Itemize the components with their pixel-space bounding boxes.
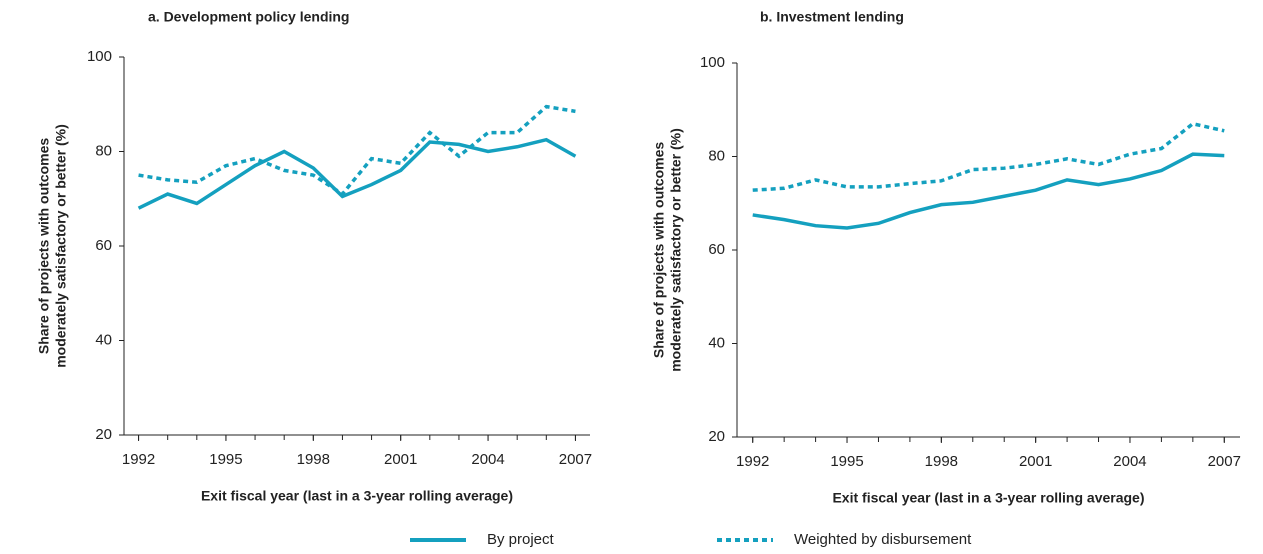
x-tick-label: 1995 <box>209 451 242 468</box>
x-tick-label: 2007 <box>1208 453 1241 470</box>
y-axis-label: Share of projects with outcomes <box>36 138 52 354</box>
x-tick-label: 1998 <box>297 451 330 468</box>
x-tick-label: 1992 <box>736 453 769 470</box>
x-axis-label: Exit fiscal year (last in a 3-year rolli… <box>201 488 513 504</box>
y-tick-label: 100 <box>87 48 112 65</box>
x-tick-label: 2001 <box>1019 453 1052 470</box>
y-tick-label: 40 <box>708 334 725 351</box>
line-series <box>752 121 1225 192</box>
y-tick-label: 100 <box>700 54 725 71</box>
legend-label: By project <box>487 531 555 548</box>
x-tick-label: 1992 <box>122 451 155 468</box>
y-tick-label: 20 <box>95 426 112 443</box>
y-axis-label: moderately satisfactory or better (%) <box>668 128 684 372</box>
y-tick-label: 60 <box>708 241 725 258</box>
x-tick-label: 2001 <box>384 451 417 468</box>
y-tick-label: 80 <box>708 147 725 164</box>
line-series <box>137 137 577 210</box>
y-axis-label: moderately satisfactory or better (%) <box>53 124 69 368</box>
y-tick-label: 60 <box>95 237 112 254</box>
x-tick-label: 2004 <box>1113 453 1146 470</box>
x-tick-label: 1995 <box>830 453 863 470</box>
legend-label: Weighted by disbursement <box>794 531 972 548</box>
y-tick-label: 40 <box>95 331 112 348</box>
line-series <box>752 152 1225 230</box>
x-tick-label: 1998 <box>925 453 958 470</box>
y-tick-label: 80 <box>95 142 112 159</box>
chart-title: b. Investment lending <box>760 9 904 25</box>
x-tick-label: 2004 <box>471 451 504 468</box>
y-tick-label: 20 <box>708 428 725 445</box>
chart-title: a. Development policy lending <box>148 9 349 25</box>
x-axis-label: Exit fiscal year (last in a 3-year rolli… <box>832 490 1144 506</box>
line-series <box>138 104 576 197</box>
y-axis-label: Share of projects with outcomes <box>651 142 667 358</box>
x-tick-label: 2007 <box>559 451 592 468</box>
